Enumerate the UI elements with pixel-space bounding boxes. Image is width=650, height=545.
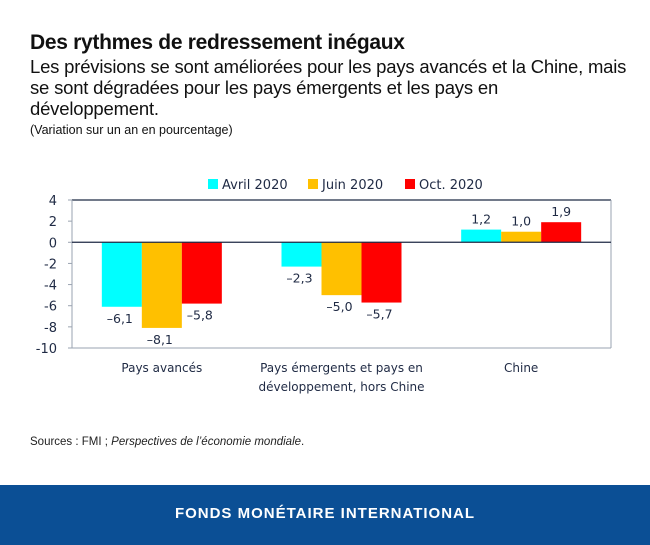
y-tick-label: 0: [49, 236, 57, 251]
y-tick-label: -4: [44, 279, 57, 294]
bar: [361, 242, 402, 303]
legend-label: Juin 2020: [321, 178, 383, 193]
category-label: développement, hors Chine: [258, 380, 424, 394]
chart-subtitle: Les prévisions se sont améliorées pour l…: [30, 56, 627, 119]
footer-banner: FONDS MONÉTAIRE INTERNATIONAL: [0, 485, 650, 545]
data-label: –5,7: [366, 307, 392, 322]
legend-label: Avril 2020: [222, 178, 288, 193]
bar: [461, 229, 502, 243]
y-tick-label: 4: [49, 194, 57, 209]
category-label: Pays avancés: [121, 361, 202, 375]
bar: [281, 242, 322, 267]
bar: [101, 242, 142, 307]
data-label: –5,8: [187, 308, 213, 323]
bar: [181, 242, 222, 304]
y-tick-label: -8: [44, 321, 57, 336]
sources-prefix: Sources : FMI ;: [30, 436, 112, 448]
y-tick-label: 2: [49, 215, 57, 230]
footer-org-name: FONDS MONÉTAIRE INTERNATIONAL: [174, 505, 476, 522]
legend-swatch: [405, 179, 415, 189]
bar: [541, 222, 582, 243]
y-tick-label: -2: [44, 257, 57, 272]
data-label: 1,0: [511, 214, 531, 229]
data-label: –5,0: [326, 299, 352, 314]
legend-label: Oct. 2020: [419, 178, 483, 193]
bar: [501, 231, 542, 243]
bar: [141, 242, 182, 328]
data-label: –8,1: [147, 332, 173, 347]
data-label: 1,2: [471, 212, 491, 227]
y-tick-label: -6: [44, 300, 57, 315]
category-label: Pays émergents et pays en: [260, 361, 423, 375]
data-label: 1,9: [551, 204, 571, 219]
chart-title: Des rythmes de redressement inégaux: [30, 31, 405, 54]
sources-note: Sources : FMI ; Perspectives de l’économ…: [30, 436, 304, 448]
sources-suffix: .: [301, 436, 305, 448]
sources-publication: Perspectives de l’économie mondiale: [111, 436, 302, 448]
legend-swatch: [308, 179, 318, 189]
bar-chart: 4 2 0 -2 -4 -6 -8 -10 –6,1 –2,3 1,2 –8,1 –5,0 1,0 –5,8…: [36, 178, 612, 394]
category-label: Chine: [504, 361, 538, 375]
y-tick-label: -10: [36, 342, 57, 357]
data-label: –6,1: [107, 311, 133, 326]
data-label: –2,3: [286, 271, 312, 286]
bar: [321, 242, 362, 296]
units-note: (Variation sur un an en pourcentage): [30, 123, 233, 137]
legend-swatch: [208, 179, 218, 189]
